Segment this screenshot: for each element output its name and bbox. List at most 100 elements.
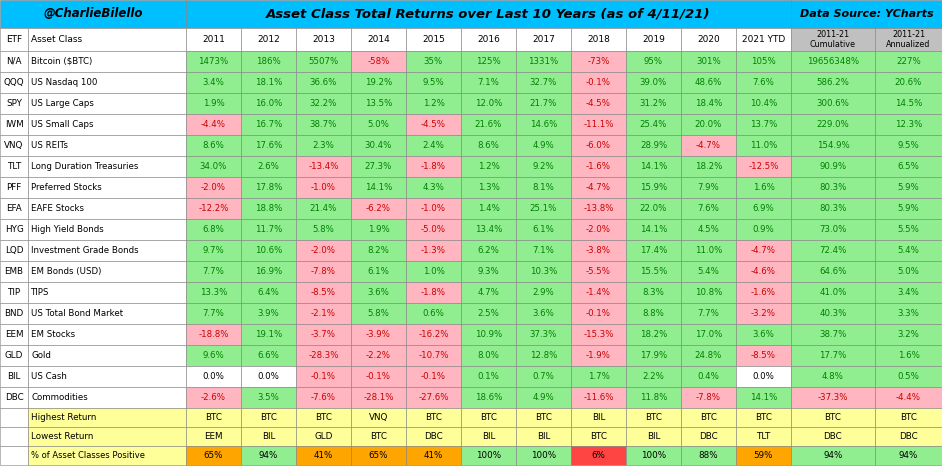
Text: 154.9%: 154.9% <box>817 141 850 150</box>
Bar <box>875 303 942 324</box>
Text: 90.9%: 90.9% <box>820 162 847 171</box>
Text: VNQ: VNQ <box>5 141 24 150</box>
Text: -4.7%: -4.7% <box>751 246 776 255</box>
Text: -6.0%: -6.0% <box>586 141 611 150</box>
Bar <box>186 51 241 72</box>
Bar <box>875 51 942 72</box>
Text: 301%: 301% <box>696 57 721 66</box>
Text: TIP: TIP <box>8 288 21 297</box>
Text: 8.1%: 8.1% <box>532 183 555 192</box>
Text: Gold: Gold <box>31 351 51 360</box>
Bar <box>461 177 516 198</box>
Text: -1.6%: -1.6% <box>586 162 611 171</box>
Text: 25.1%: 25.1% <box>529 204 557 213</box>
Bar <box>626 198 681 219</box>
Bar <box>516 219 571 240</box>
Text: BTC: BTC <box>700 413 717 422</box>
Text: 0.6%: 0.6% <box>423 309 445 318</box>
Text: 21.4%: 21.4% <box>310 204 337 213</box>
Text: 94%: 94% <box>823 451 843 460</box>
Bar <box>875 93 942 114</box>
Text: 11.0%: 11.0% <box>750 141 777 150</box>
Bar <box>186 114 241 135</box>
Text: 17.7%: 17.7% <box>820 351 847 360</box>
Bar <box>516 114 571 135</box>
Bar <box>516 240 571 261</box>
Bar <box>571 345 626 366</box>
Bar <box>681 114 736 135</box>
Bar <box>875 282 942 303</box>
Bar <box>626 240 681 261</box>
Text: 5.4%: 5.4% <box>698 267 720 276</box>
Bar <box>736 408 791 427</box>
Text: Asset Class Total Returns over Last 10 Years (as of 4/11/21): Asset Class Total Returns over Last 10 Y… <box>267 8 711 20</box>
Bar <box>736 198 791 219</box>
Text: BTC: BTC <box>205 413 222 422</box>
Text: 94%: 94% <box>259 451 278 460</box>
Text: Highest Return: Highest Return <box>31 413 96 422</box>
Text: 6.4%: 6.4% <box>257 288 280 297</box>
Text: -4.6%: -4.6% <box>751 267 776 276</box>
Text: 7.7%: 7.7% <box>203 309 224 318</box>
Bar <box>571 446 626 465</box>
Text: 11.7%: 11.7% <box>255 225 283 234</box>
Bar <box>681 446 736 465</box>
Text: @CharlieBilello: @CharlieBilello <box>43 8 143 20</box>
Bar <box>571 114 626 135</box>
Bar <box>681 427 736 446</box>
Bar <box>0 303 28 324</box>
Text: 2018: 2018 <box>587 35 609 44</box>
Text: 10.6%: 10.6% <box>255 246 283 255</box>
Text: -0.1%: -0.1% <box>366 372 391 381</box>
Bar <box>406 408 461 427</box>
Bar <box>516 156 571 177</box>
Bar <box>406 366 461 387</box>
Text: -4.7%: -4.7% <box>586 183 611 192</box>
Bar <box>296 282 351 303</box>
Bar <box>681 156 736 177</box>
Text: -7.6%: -7.6% <box>311 393 336 402</box>
Text: 0.5%: 0.5% <box>898 372 919 381</box>
Text: 5.8%: 5.8% <box>367 309 389 318</box>
Bar <box>351 114 406 135</box>
Bar <box>186 282 241 303</box>
Text: 32.2%: 32.2% <box>310 99 337 108</box>
Text: -0.1%: -0.1% <box>586 78 611 87</box>
Text: 1.0%: 1.0% <box>423 267 445 276</box>
Bar <box>736 240 791 261</box>
Text: 24.8%: 24.8% <box>695 351 723 360</box>
Bar <box>28 387 186 408</box>
Bar <box>571 261 626 282</box>
Text: 11.8%: 11.8% <box>640 393 667 402</box>
Bar <box>736 219 791 240</box>
Text: -2.0%: -2.0% <box>201 183 226 192</box>
Text: VNQ: VNQ <box>369 413 388 422</box>
Text: 9.5%: 9.5% <box>898 141 919 150</box>
Bar <box>516 303 571 324</box>
Bar <box>791 446 875 465</box>
Bar <box>875 427 942 446</box>
Text: -58%: -58% <box>367 57 390 66</box>
Bar <box>241 408 296 427</box>
Text: 30.4%: 30.4% <box>365 141 392 150</box>
Bar <box>681 28 736 51</box>
Text: 9.6%: 9.6% <box>203 351 224 360</box>
Text: 2019: 2019 <box>642 35 665 44</box>
Bar <box>461 198 516 219</box>
Bar <box>296 427 351 446</box>
Text: QQQ: QQQ <box>4 78 24 87</box>
Text: 13.3%: 13.3% <box>200 288 227 297</box>
Bar <box>0 446 28 465</box>
Text: 8.2%: 8.2% <box>367 246 389 255</box>
Bar <box>296 387 351 408</box>
Bar <box>28 219 186 240</box>
Bar <box>461 282 516 303</box>
Text: -2.0%: -2.0% <box>311 246 336 255</box>
Bar <box>406 240 461 261</box>
Text: 1.2%: 1.2% <box>423 99 445 108</box>
Text: 0.0%: 0.0% <box>203 372 224 381</box>
Text: -10.7%: -10.7% <box>418 351 448 360</box>
Text: -1.3%: -1.3% <box>421 246 446 255</box>
Bar <box>681 408 736 427</box>
Bar <box>516 282 571 303</box>
